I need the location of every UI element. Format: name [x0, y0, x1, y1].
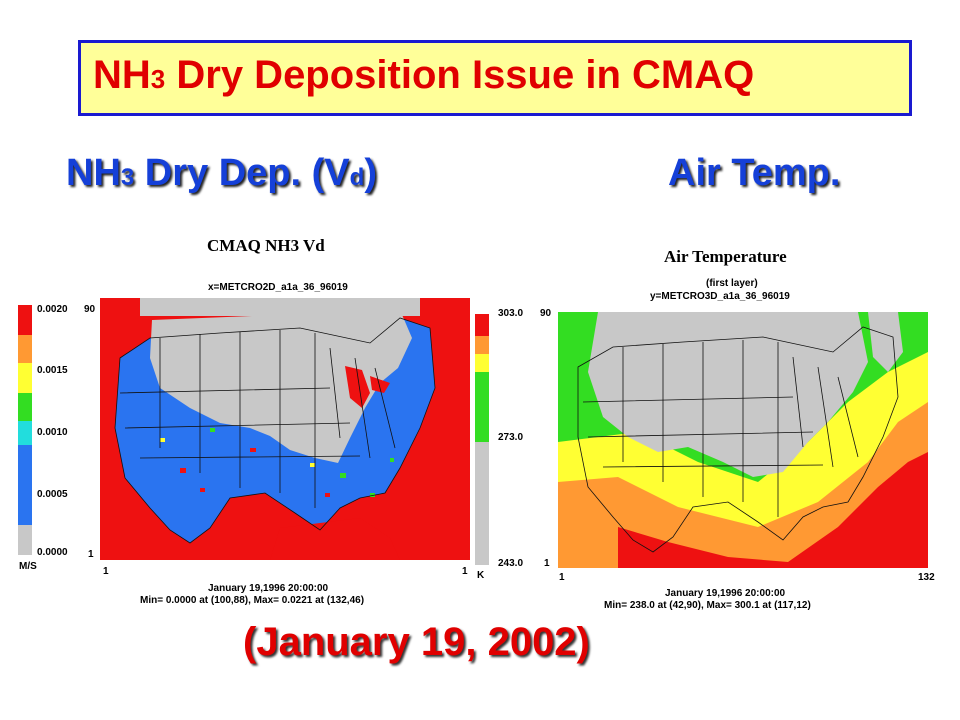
right-map-header: Air Temp. [668, 152, 841, 194]
date-caption: (January 19, 2002) [243, 620, 590, 664]
legend-swatch [475, 372, 489, 442]
right-x-left-label: 1 [559, 572, 565, 583]
title-box: NH3 Dry Deposition Issue in CMAQ [78, 40, 912, 116]
legend-tick: 273.0 [498, 432, 524, 443]
legend-swatch [18, 305, 32, 335]
legend-tick: 303.0 [498, 308, 524, 319]
right-y-top-label: 90 [540, 308, 552, 319]
legend-swatch [18, 525, 32, 555]
right-map-date: January 19,1996 20:00:00 [665, 588, 786, 599]
right-map-title: Air Temperature [664, 247, 787, 266]
legend-tick: 0.0010 [37, 427, 68, 438]
left-map-header: NH3 Dry Dep. (Vd) [66, 152, 377, 194]
legend-tick: 0.0005 [37, 489, 68, 500]
right-map-layer: (first layer) [706, 278, 758, 289]
legend-tick: 0.0000 [37, 547, 68, 558]
left-map-minmax: Min= 0.0000 at (100,88), Max= 0.0221 at … [140, 595, 365, 606]
legend-tick: 0.0020 [37, 304, 68, 315]
legend-swatch [475, 336, 489, 354]
left-y-bottom-label: 1 [88, 549, 94, 560]
legend-swatch [18, 335, 32, 363]
left-x-right-label: 1 [462, 566, 468, 577]
legend-swatch [475, 354, 489, 372]
legend-swatch [475, 442, 489, 565]
left-x-left-label: 1 [103, 566, 109, 577]
legend-swatch [475, 314, 489, 336]
left-map-title: CMAQ NH3 Vd [207, 236, 325, 255]
left-y-top-label: 90 [84, 304, 96, 315]
right-map-file: y=METCRO3D_a1a_36_96019 [650, 291, 790, 302]
left-map-file: x=METCRO2D_a1a_36_96019 [208, 282, 348, 293]
left-map-date: January 19,1996 20:00:00 [208, 583, 329, 594]
right-map-air-temperature [558, 312, 928, 568]
legend-swatch [18, 421, 32, 445]
legend-swatch [18, 445, 32, 525]
legend-tick: 0.0015 [37, 365, 68, 376]
right-map-minmax: Min= 238.0 at (42,90), Max= 300.1 at (11… [604, 600, 811, 611]
right-x-right-label: 132 [918, 572, 935, 583]
legend-swatch [18, 363, 32, 393]
right-y-bottom-label: 1 [544, 558, 550, 569]
left-map-nh3-vd [100, 298, 470, 560]
legend-swatch [18, 393, 32, 421]
legend-unit: K [477, 570, 485, 581]
slide-title: NH3 Dry Deposition Issue in CMAQ [93, 53, 755, 97]
legend-tick: 243.0 [498, 558, 524, 569]
legend-unit: M/S [19, 561, 37, 572]
